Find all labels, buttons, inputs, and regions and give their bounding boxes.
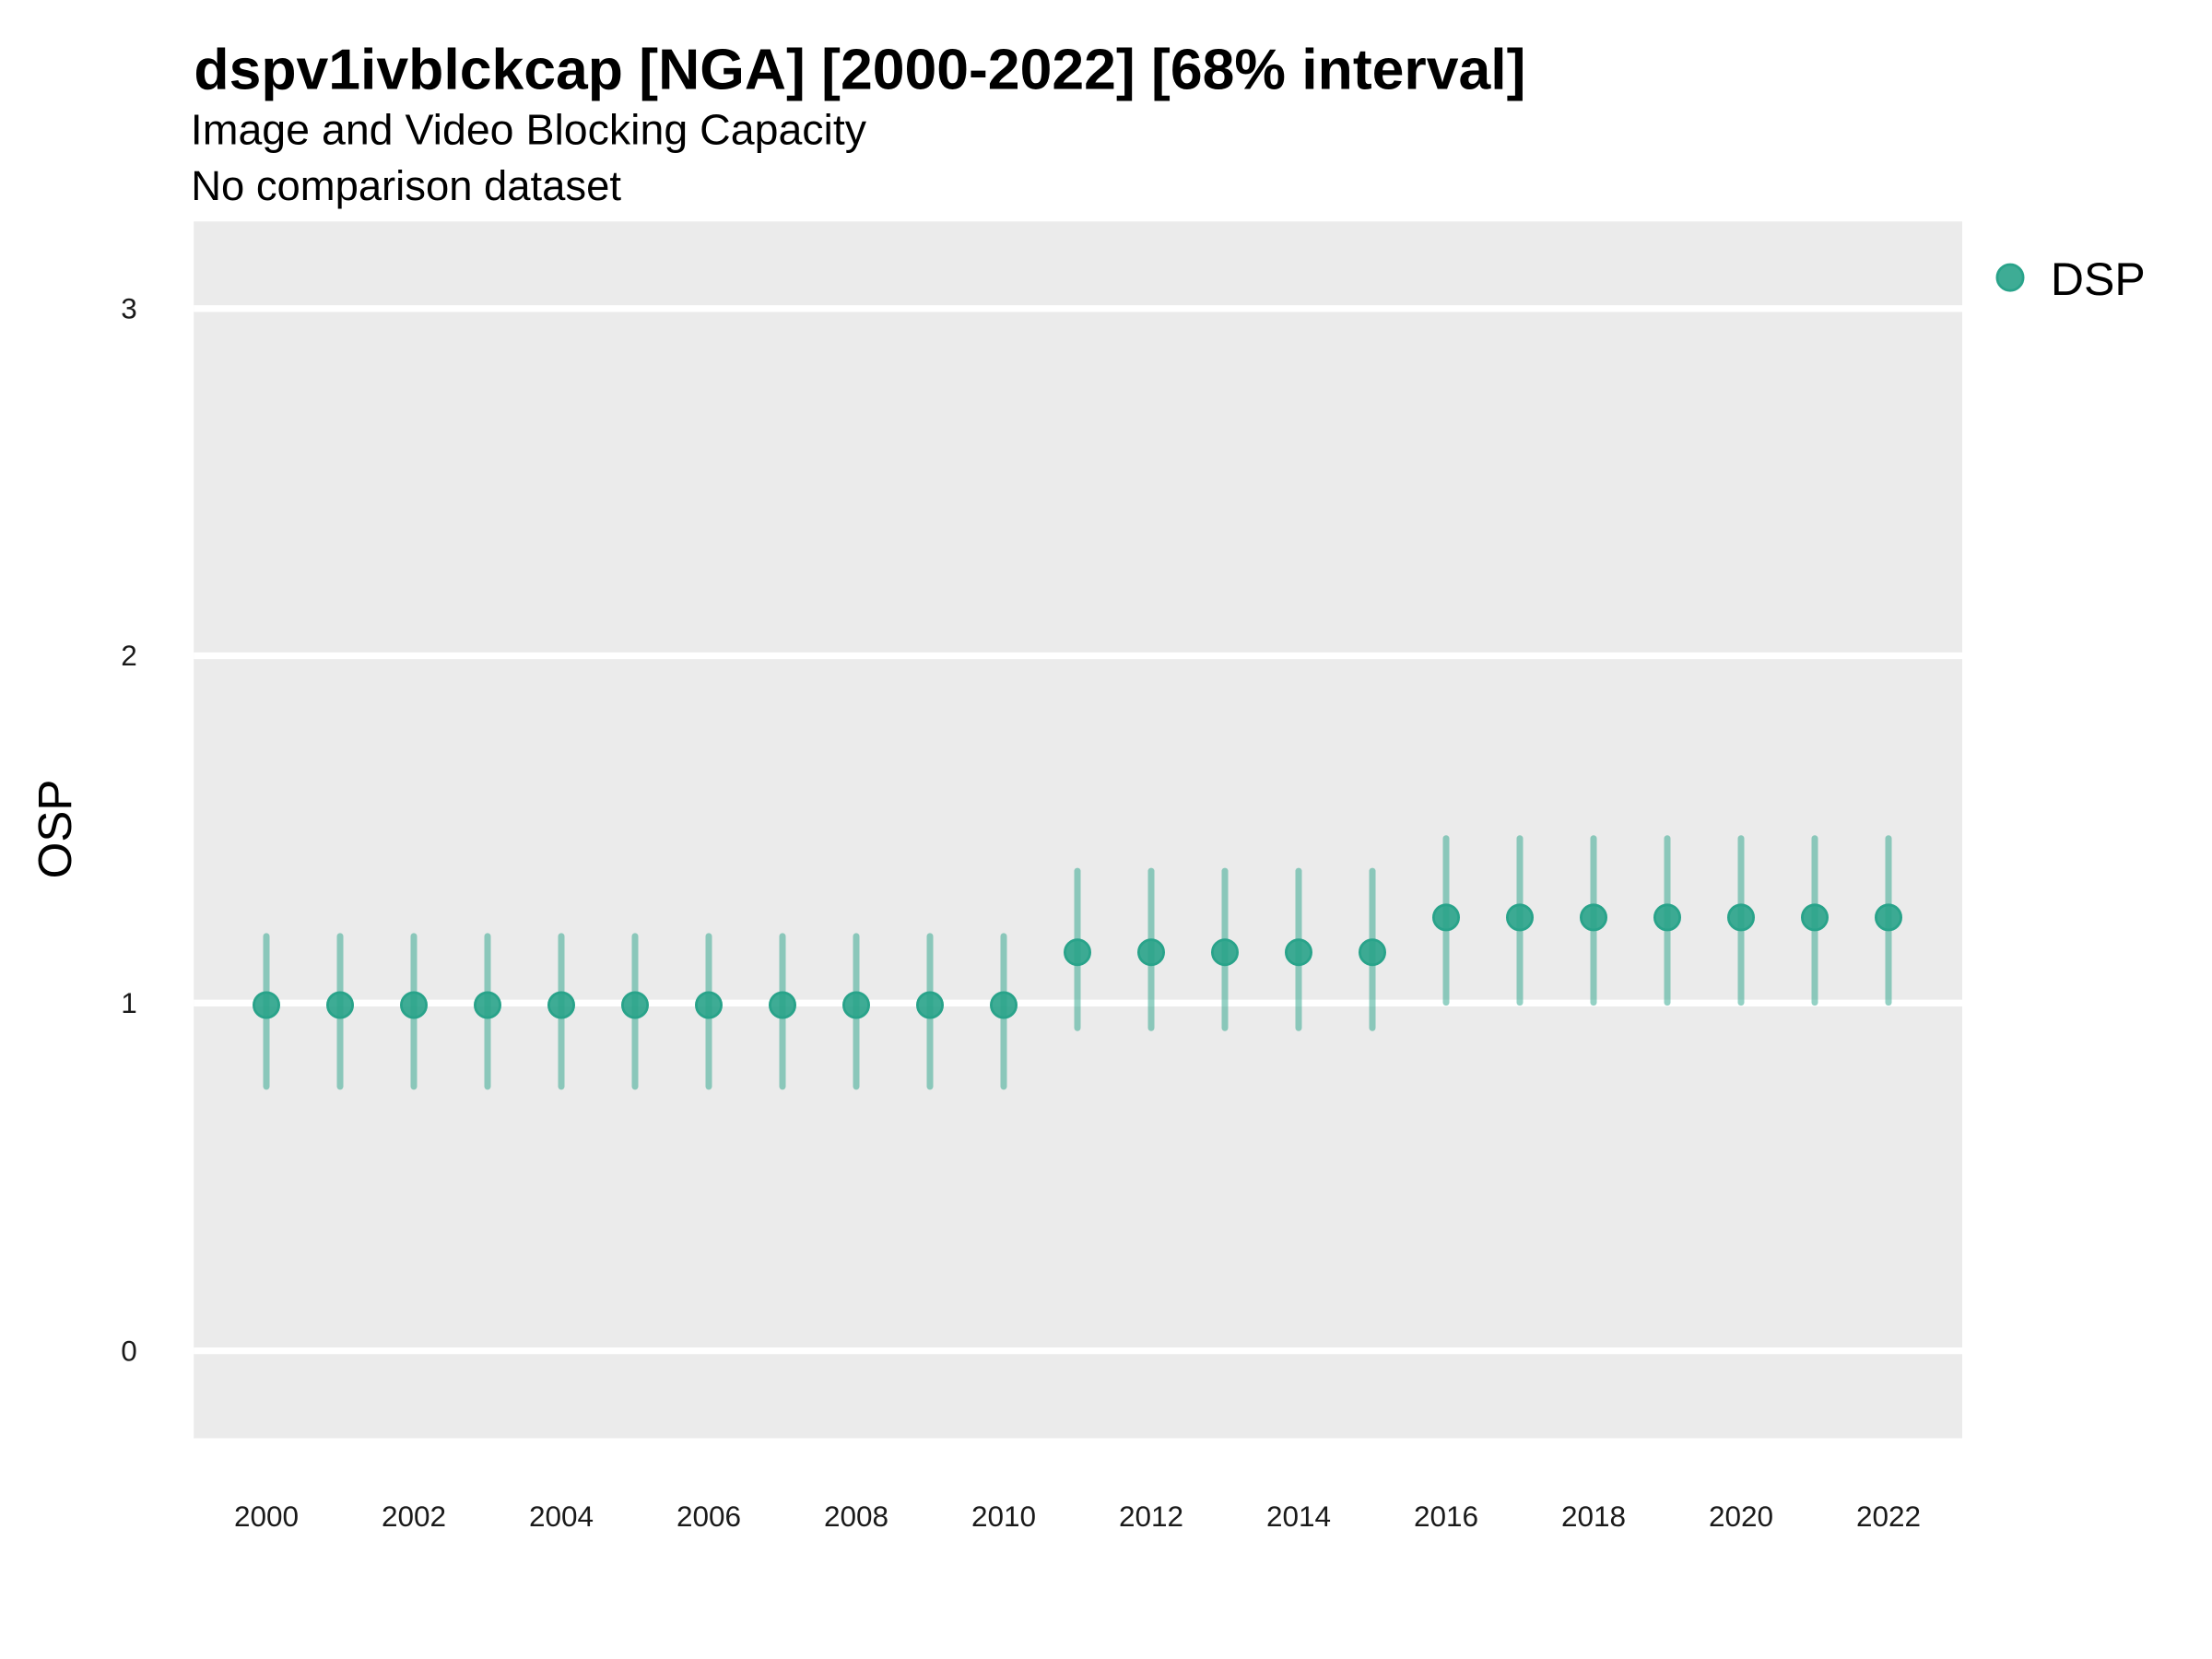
- svg-text:2016: 2016: [1414, 1500, 1478, 1533]
- svg-text:2008: 2008: [824, 1500, 888, 1533]
- svg-text:2004: 2004: [529, 1500, 594, 1533]
- svg-text:3: 3: [121, 292, 137, 325]
- svg-text:1: 1: [121, 986, 137, 1019]
- svg-text:2002: 2002: [382, 1500, 446, 1533]
- svg-text:2012: 2012: [1119, 1500, 1183, 1533]
- svg-text:Image and Video Blocking Capac: Image and Video Blocking Capacity: [191, 106, 867, 154]
- svg-text:No comparison dataset: No comparison dataset: [191, 162, 621, 209]
- svg-text:0: 0: [121, 1334, 137, 1367]
- svg-text:2000: 2000: [234, 1500, 299, 1533]
- svg-text:2020: 2020: [1709, 1500, 1773, 1533]
- svg-text:2010: 2010: [971, 1500, 1036, 1533]
- svg-text:2022: 2022: [1856, 1500, 1921, 1533]
- svg-text:2: 2: [121, 639, 137, 672]
- svg-text:DSP: DSP: [2051, 253, 2146, 305]
- svg-text:2006: 2006: [677, 1500, 741, 1533]
- svg-text:dspv1ivblckcap [NGA] [2000-202: dspv1ivblckcap [NGA] [2000-2022] [68% in…: [194, 38, 1525, 102]
- svg-text:OSP: OSP: [29, 780, 81, 879]
- svg-text:2014: 2014: [1266, 1500, 1331, 1533]
- svg-text:2018: 2018: [1561, 1500, 1626, 1533]
